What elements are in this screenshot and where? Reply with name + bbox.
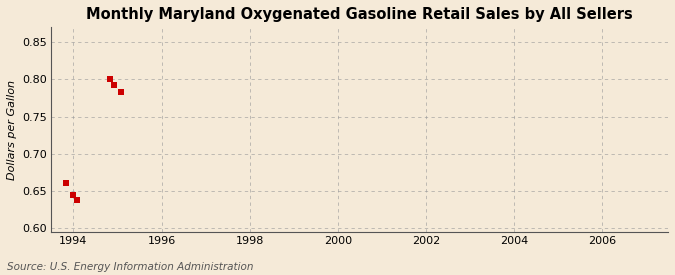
Point — [109, 82, 119, 87]
Y-axis label: Dollars per Gallon: Dollars per Gallon — [7, 79, 17, 180]
Title: Monthly Maryland Oxygenated Gasoline Retail Sales by All Sellers: Monthly Maryland Oxygenated Gasoline Ret… — [86, 7, 633, 22]
Point — [105, 76, 115, 81]
Point — [68, 192, 79, 197]
Point — [115, 90, 126, 94]
Text: Source: U.S. Energy Information Administration: Source: U.S. Energy Information Administ… — [7, 262, 253, 272]
Point — [61, 181, 72, 185]
Point — [72, 198, 82, 202]
